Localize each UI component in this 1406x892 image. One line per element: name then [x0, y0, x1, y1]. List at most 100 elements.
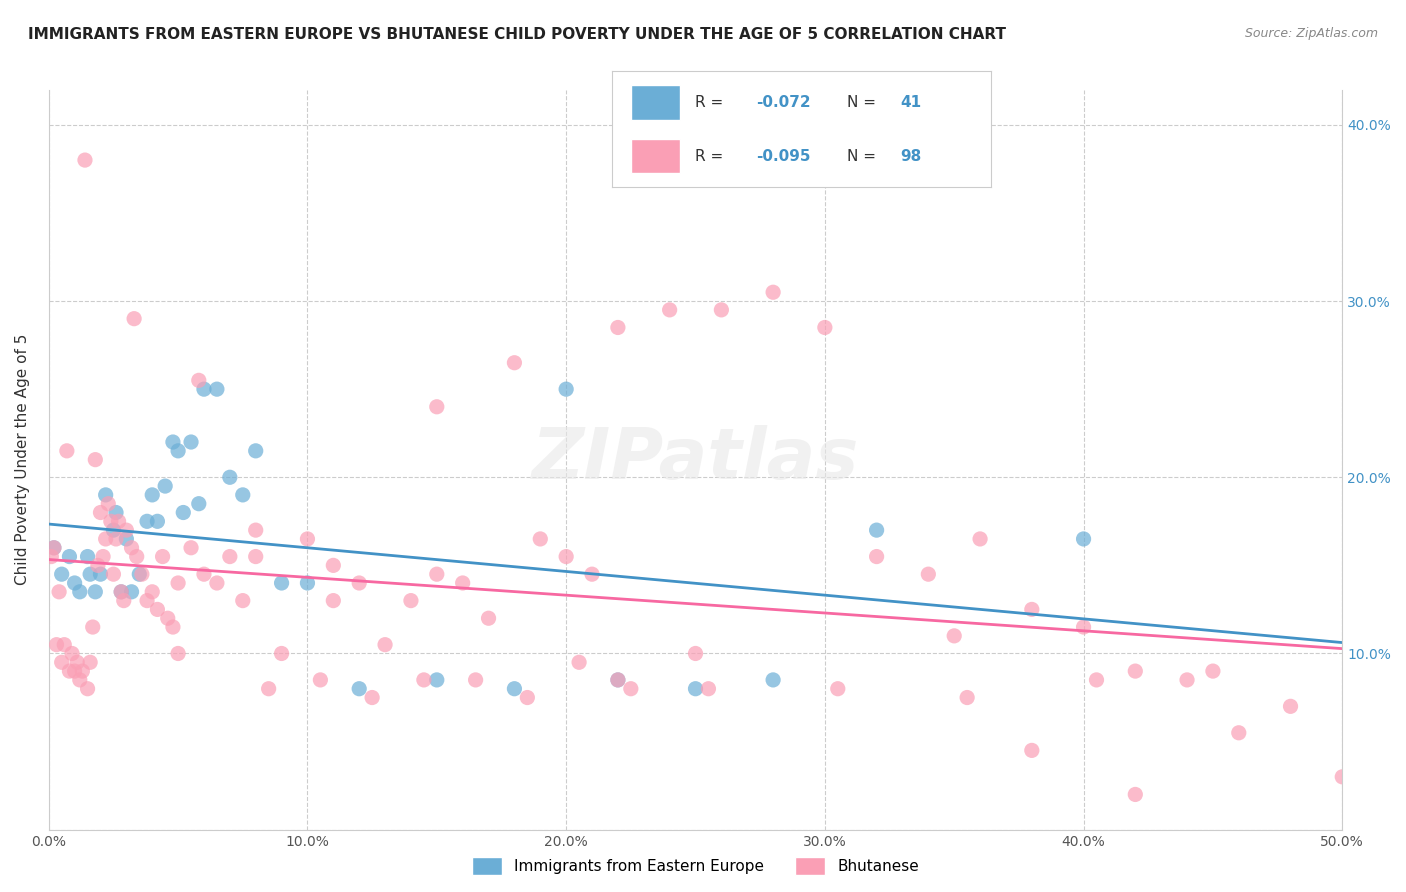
Point	[399, 593, 422, 607]
Point	[156, 611, 179, 625]
Point	[136, 593, 159, 607]
Point	[122, 311, 145, 326]
Point	[146, 602, 169, 616]
Point	[45, 638, 67, 652]
Point	[56, 443, 79, 458]
Point	[51, 567, 73, 582]
Point	[1073, 532, 1095, 546]
Point	[917, 567, 939, 582]
Point	[115, 523, 138, 537]
Point	[105, 532, 128, 546]
Point	[555, 382, 578, 396]
Point	[1123, 788, 1146, 802]
Point	[322, 593, 344, 607]
Point	[42, 541, 65, 555]
Point	[89, 506, 111, 520]
Point	[232, 488, 254, 502]
Point	[218, 549, 240, 564]
Point	[76, 681, 98, 696]
Point	[97, 497, 120, 511]
Point	[516, 690, 538, 705]
Point	[762, 673, 785, 687]
Point	[257, 681, 280, 696]
Point	[1202, 664, 1225, 678]
Point	[141, 584, 163, 599]
Point	[426, 400, 449, 414]
Legend: Immigrants from Eastern Europe, Bhutanese: Immigrants from Eastern Europe, Bhutanes…	[465, 850, 925, 881]
Point	[66, 655, 89, 669]
Point	[347, 576, 370, 591]
Point	[412, 673, 434, 687]
Point	[79, 655, 101, 669]
Point	[1085, 673, 1108, 687]
Text: -0.072: -0.072	[756, 95, 810, 111]
Point	[685, 681, 707, 696]
Point	[451, 576, 474, 591]
Point	[112, 593, 135, 607]
Point	[503, 681, 526, 696]
Point	[620, 681, 643, 696]
Point	[477, 611, 499, 625]
Point	[82, 620, 104, 634]
Point	[136, 514, 159, 528]
Point	[107, 514, 129, 528]
Text: -0.095: -0.095	[756, 148, 810, 163]
Point	[153, 479, 176, 493]
Point	[91, 549, 114, 564]
Point	[53, 638, 76, 652]
Point	[270, 576, 292, 591]
Point	[180, 435, 202, 450]
Point	[270, 647, 292, 661]
Point	[58, 549, 80, 564]
Point	[146, 514, 169, 528]
Point	[1279, 699, 1302, 714]
Point	[42, 541, 65, 555]
Point	[865, 549, 887, 564]
Point	[105, 506, 128, 520]
Point	[60, 647, 83, 661]
Text: Source: ZipAtlas.com: Source: ZipAtlas.com	[1244, 27, 1378, 40]
Point	[606, 673, 628, 687]
Point	[943, 629, 966, 643]
Point	[374, 638, 396, 652]
Point	[205, 382, 228, 396]
Point	[193, 567, 215, 582]
Point	[1021, 602, 1043, 616]
Point	[162, 435, 184, 450]
Point	[245, 443, 267, 458]
Point	[162, 620, 184, 634]
Point	[529, 532, 551, 546]
Point	[110, 584, 132, 599]
Point	[658, 302, 681, 317]
Text: R =: R =	[695, 95, 728, 111]
Point	[131, 567, 153, 582]
Point	[125, 549, 148, 564]
Text: 98: 98	[900, 148, 921, 163]
Point	[426, 673, 449, 687]
Point	[697, 681, 720, 696]
Point	[245, 549, 267, 564]
Point	[762, 285, 785, 300]
Point	[710, 302, 733, 317]
Point	[606, 320, 628, 334]
Point	[503, 356, 526, 370]
Point	[167, 576, 190, 591]
Point	[73, 153, 96, 167]
Point	[69, 584, 91, 599]
Point	[187, 373, 209, 387]
Point	[103, 523, 125, 537]
Point	[63, 664, 86, 678]
Point	[347, 681, 370, 696]
Text: 41: 41	[900, 95, 921, 111]
Text: IMMIGRANTS FROM EASTERN EUROPE VS BHUTANESE CHILD POVERTY UNDER THE AGE OF 5 COR: IMMIGRANTS FROM EASTERN EUROPE VS BHUTAN…	[28, 27, 1007, 42]
Point	[205, 576, 228, 591]
Point	[89, 567, 111, 582]
Point	[1227, 725, 1250, 739]
Point	[76, 549, 98, 564]
Point	[361, 690, 384, 705]
Point	[606, 673, 628, 687]
Point	[245, 523, 267, 537]
Point	[555, 549, 578, 564]
Point	[1331, 770, 1354, 784]
Point	[568, 655, 591, 669]
